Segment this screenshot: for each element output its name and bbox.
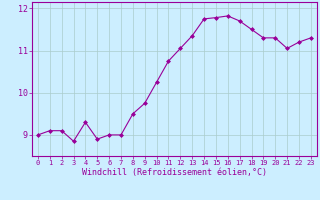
X-axis label: Windchill (Refroidissement éolien,°C): Windchill (Refroidissement éolien,°C)	[82, 168, 267, 177]
